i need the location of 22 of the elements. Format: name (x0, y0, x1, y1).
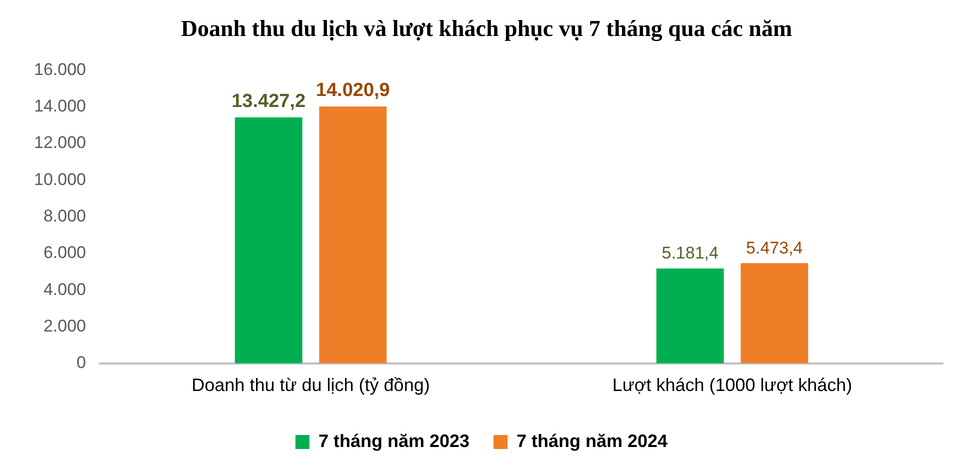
y-tick-label: 12.000 (34, 133, 86, 152)
data-label: 5.473,4 (746, 238, 803, 258)
data-label: 14.020,9 (316, 80, 390, 102)
legend-label: 7 tháng năm 2024 (516, 430, 668, 451)
y-tick-label: 6.000 (43, 243, 86, 262)
y-tick-label: 0 (76, 353, 86, 372)
y-tick-label: 16.000 (34, 60, 86, 79)
y-tick-label: 2.000 (43, 316, 86, 336)
y-tick-label: 14.000 (34, 96, 86, 116)
bar (656, 268, 724, 364)
chart-title: Doanh thu du lịch và lượt khách phục vụ 7 tháng qua các năm (180, 16, 794, 44)
bar (319, 106, 387, 364)
y-tick-label: 10.000 (34, 170, 86, 189)
data-label: 13.427,2 (232, 91, 306, 112)
bar (234, 117, 302, 364)
x-tick-label: Doanh thu từ du lịch (tỷ đồng) (192, 375, 430, 396)
legend-label: 7 tháng năm 2023 (318, 430, 470, 451)
y-tick-label: 8.000 (43, 206, 86, 226)
bar (740, 263, 808, 364)
x-tick-label: Lượt khách (1000 lượt khách) (612, 375, 852, 396)
data-label: 5.181,4 (662, 244, 718, 263)
y-tick-label: 4.000 (43, 280, 86, 299)
